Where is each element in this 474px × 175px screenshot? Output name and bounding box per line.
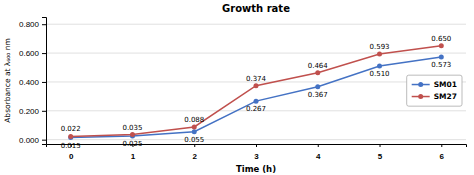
- x-tick-label: 2: [193, 152, 198, 161]
- point: [377, 64, 382, 69]
- data-label: 0.464: [308, 62, 329, 70]
- x-tick: 6: [440, 144, 445, 161]
- point: [439, 43, 444, 48]
- chart: 0.0000.2000.4000.6000.80001234560.0150.0…: [0, 0, 474, 175]
- x-tick-mark: [318, 144, 319, 147]
- y-axis-line: [42, 18, 47, 145]
- legend-item: SM27: [412, 92, 457, 101]
- x-axis-title: Time (h): [236, 164, 276, 174]
- x-tick-label: 1: [131, 152, 136, 161]
- x-tick: 3: [254, 144, 259, 161]
- point: [254, 99, 259, 104]
- data-label: 0.367: [308, 91, 328, 99]
- x-tick-label: 3: [254, 152, 259, 161]
- x-tick-label: 0: [69, 152, 74, 161]
- point: [192, 124, 197, 129]
- y-tick: 0.600: [19, 49, 46, 58]
- x-axis: 0 1 2 3 4 5 6: [47, 144, 467, 161]
- y-tick-label: 0.600: [19, 49, 40, 58]
- point: [315, 70, 320, 75]
- legend-frame: [407, 75, 462, 106]
- data-label: 0.510: [370, 70, 390, 78]
- data-label: 0.025: [122, 140, 142, 148]
- legend: SM01 SM27: [407, 75, 462, 106]
- grid-line: [46, 53, 466, 54]
- x-axis-line: [47, 145, 467, 148]
- x-tick-label: 4: [316, 152, 321, 161]
- point: [439, 54, 444, 59]
- data-labels: 0.015 0.025 0.055 0.267 0.367 0.510 0.573 0.022…: [61, 35, 452, 150]
- x-tick-label: 5: [378, 152, 383, 161]
- y-tick-label: 0.800: [19, 20, 40, 29]
- y-tick: 0.200: [19, 107, 46, 116]
- x-tick: 5: [378, 144, 383, 161]
- marks: [68, 43, 444, 140]
- data-label: 0.374: [246, 75, 267, 83]
- y-tick-mark: [42, 111, 46, 112]
- point: [192, 129, 197, 134]
- grid-line: [46, 139, 466, 140]
- plot: 0.0000.2000.4000.6000.80001234560.0150.0…: [19, 18, 467, 161]
- data-label: 0.035: [122, 124, 142, 132]
- x-tick-mark: [380, 144, 381, 147]
- series-points: [68, 54, 444, 140]
- point: [68, 134, 73, 139]
- data-label: 0.088: [184, 116, 204, 124]
- data-label: 0.055: [184, 136, 204, 144]
- point: [315, 84, 320, 89]
- y-tick: 0.000: [19, 136, 46, 145]
- x-tick: 2: [193, 144, 198, 161]
- x-tick-label: 6: [440, 152, 445, 161]
- legend-label: SM01: [434, 80, 457, 89]
- title: Growth rate: [222, 3, 290, 14]
- y-tick-mark: [42, 82, 46, 83]
- legend-marker: [418, 94, 423, 99]
- data-label: 0.593: [370, 43, 390, 51]
- y-axis-title: Absorbance at λ₆₀₀ nm: [3, 38, 12, 123]
- legend-label: SM27: [434, 92, 457, 101]
- x-tick-mark: [441, 144, 442, 147]
- data-label: 0.267: [246, 105, 266, 113]
- series-line: [71, 57, 442, 138]
- legend-marker: [418, 82, 423, 87]
- y-tick: 0.400: [19, 78, 46, 87]
- series-points: [68, 43, 444, 139]
- series-line: [71, 46, 442, 137]
- y-tick-label: 0.200: [19, 107, 40, 116]
- y-tick: 0.800: [19, 20, 46, 29]
- data-label: 0.022: [61, 125, 81, 133]
- data-label: 0.650: [431, 35, 451, 43]
- y-axis: 0.000 0.200 0.400 0.600 0.800: [19, 18, 47, 145]
- grid-line: [46, 24, 466, 25]
- y-tick-mark: [42, 140, 46, 141]
- data-label: 0.573: [431, 61, 451, 69]
- y-tick-mark: [42, 24, 46, 25]
- grid: [46, 24, 466, 139]
- legend-item: SM01: [412, 80, 457, 89]
- x-tick-mark: [256, 144, 257, 147]
- x-tick-mark: [194, 144, 195, 147]
- y-tick-label: 0.000: [19, 136, 40, 145]
- x-tick: 4: [316, 144, 321, 161]
- y-tick-label: 0.400: [19, 78, 40, 87]
- data-label: 0.015: [61, 142, 81, 150]
- point: [130, 132, 135, 137]
- y-tick-mark: [42, 53, 46, 54]
- point: [377, 52, 382, 57]
- point: [254, 83, 259, 88]
